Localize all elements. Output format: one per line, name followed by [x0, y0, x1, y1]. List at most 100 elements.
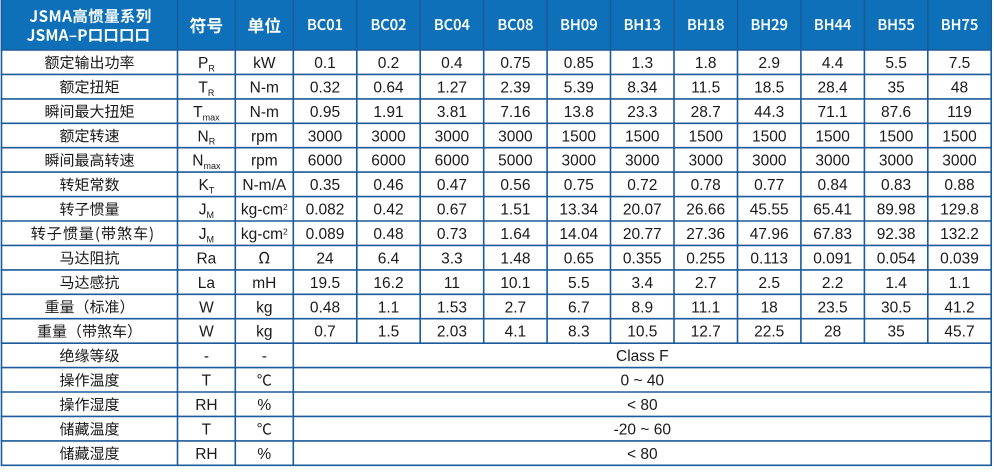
svg-text:0.089: 0.089 [306, 226, 345, 243]
svg-text:44.3: 44.3 [754, 104, 784, 121]
svg-text:%: % [257, 446, 271, 463]
svg-text:20.07: 20.07 [623, 202, 662, 219]
svg-text:30.5: 30.5 [881, 299, 911, 316]
svg-text:kg: kg [256, 324, 272, 341]
svg-text:0 ~ 40: 0 ~ 40 [621, 373, 665, 390]
svg-text:11.1: 11.1 [691, 299, 720, 316]
svg-text:24: 24 [316, 250, 334, 267]
svg-text:3000: 3000 [562, 153, 597, 170]
svg-text:0.64: 0.64 [373, 79, 404, 96]
svg-text:0.83: 0.83 [881, 177, 911, 194]
svg-text:0.255: 0.255 [686, 250, 725, 267]
svg-text:1.53: 1.53 [437, 299, 467, 316]
svg-text:0.42: 0.42 [373, 202, 403, 219]
svg-text:3000: 3000 [625, 153, 660, 170]
svg-text:1500: 1500 [815, 128, 850, 145]
svg-text:0.039: 0.039 [940, 250, 979, 267]
svg-text:2.2: 2.2 [822, 275, 844, 292]
svg-text:1.4: 1.4 [885, 275, 907, 292]
svg-text:18.5: 18.5 [754, 79, 784, 96]
svg-text:3000: 3000 [371, 128, 406, 145]
svg-text:1500: 1500 [752, 128, 787, 145]
svg-text:RH: RH [195, 446, 217, 463]
svg-text:kg-cm2: kg-cm2 [241, 202, 288, 219]
svg-text:Ra: Ra [196, 250, 216, 267]
svg-text:1.5: 1.5 [378, 324, 400, 341]
svg-text:11: 11 [444, 275, 460, 292]
svg-text:87.6: 87.6 [881, 104, 911, 121]
svg-text:1.27: 1.27 [437, 79, 467, 96]
svg-text:0.78: 0.78 [691, 177, 721, 194]
svg-text:T: T [202, 373, 212, 390]
svg-text:1500: 1500 [942, 128, 977, 145]
svg-text:13.34: 13.34 [559, 202, 598, 219]
svg-text:6000: 6000 [308, 153, 343, 170]
svg-text:0.73: 0.73 [437, 226, 467, 243]
svg-text:89.98: 89.98 [877, 202, 916, 219]
svg-text:28.7: 28.7 [691, 104, 721, 121]
svg-text:10.5: 10.5 [627, 324, 657, 341]
svg-text:11.5: 11.5 [691, 79, 720, 96]
svg-text:0.84: 0.84 [818, 177, 849, 194]
svg-text:6000: 6000 [435, 153, 470, 170]
svg-text:26.66: 26.66 [686, 202, 725, 219]
svg-text:0.7: 0.7 [314, 324, 336, 341]
svg-text:12.7: 12.7 [691, 324, 721, 341]
svg-text:67.83: 67.83 [813, 226, 852, 243]
svg-text:3000: 3000 [879, 153, 914, 170]
svg-text:0.56: 0.56 [500, 177, 530, 194]
svg-text:14.04: 14.04 [559, 226, 598, 243]
svg-text:0.091: 0.091 [813, 250, 852, 267]
svg-text:< 80: < 80 [627, 446, 658, 463]
svg-text:W: W [199, 299, 214, 316]
svg-text:41.2: 41.2 [944, 299, 974, 316]
svg-text:27.36: 27.36 [686, 226, 725, 243]
svg-text:6000: 6000 [371, 153, 406, 170]
svg-text:3000: 3000 [815, 153, 850, 170]
svg-text:8.9: 8.9 [632, 299, 654, 316]
svg-text:Class F: Class F [616, 348, 669, 365]
svg-text:< 80: < 80 [627, 397, 658, 414]
svg-text:1500: 1500 [688, 128, 723, 145]
svg-text:3000: 3000 [308, 128, 343, 145]
svg-text:N-m/A: N-m/A [242, 177, 287, 194]
svg-text:%: % [257, 397, 271, 414]
svg-text:2.7: 2.7 [505, 299, 527, 316]
svg-text:1.48: 1.48 [500, 250, 530, 267]
svg-text:0.47: 0.47 [437, 177, 467, 194]
svg-text:5.5: 5.5 [885, 55, 907, 72]
svg-text:16.2: 16.2 [373, 275, 403, 292]
svg-text:3000: 3000 [435, 128, 470, 145]
svg-text:132.2: 132.2 [940, 226, 979, 243]
svg-text:-: - [204, 348, 209, 365]
svg-text:3000: 3000 [498, 128, 533, 145]
svg-text:119: 119 [947, 104, 972, 121]
svg-text:0.88: 0.88 [944, 177, 974, 194]
svg-text:7.5: 7.5 [949, 55, 971, 72]
svg-text:10.1: 10.1 [500, 275, 530, 292]
svg-text:35: 35 [887, 324, 904, 341]
svg-text:0.95: 0.95 [310, 104, 340, 121]
svg-text:1.91: 1.91 [373, 104, 403, 121]
svg-text:5.5: 5.5 [568, 275, 590, 292]
svg-text:0.113: 0.113 [750, 250, 788, 267]
svg-text:19.5: 19.5 [310, 275, 340, 292]
svg-text:3000: 3000 [752, 153, 787, 170]
svg-text:28: 28 [824, 324, 841, 341]
svg-text:4.1: 4.1 [505, 324, 527, 341]
svg-text:20.77: 20.77 [623, 226, 662, 243]
svg-text:28.4: 28.4 [818, 79, 849, 96]
svg-text:8.3: 8.3 [568, 324, 590, 341]
svg-text:rpm: rpm [251, 128, 278, 145]
svg-text:0.054: 0.054 [877, 250, 916, 267]
svg-text:45.55: 45.55 [750, 202, 789, 219]
svg-text:La: La [198, 275, 216, 292]
svg-text:22.5: 22.5 [754, 324, 784, 341]
svg-text:48: 48 [951, 79, 968, 96]
svg-text:0.65: 0.65 [564, 250, 594, 267]
svg-text:0.32: 0.32 [310, 79, 340, 96]
svg-text:5.39: 5.39 [564, 79, 594, 96]
svg-text:3000: 3000 [942, 153, 977, 170]
svg-text:13.8: 13.8 [564, 104, 594, 121]
svg-text:47.96: 47.96 [750, 226, 789, 243]
